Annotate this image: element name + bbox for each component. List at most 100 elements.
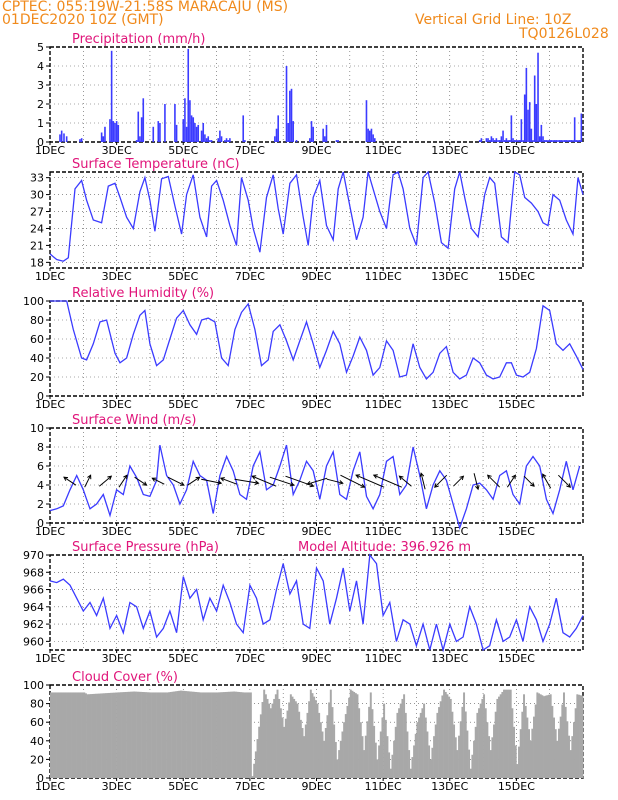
precipitation-bar <box>290 88 293 142</box>
x-tick-label: 5DEC <box>168 780 198 793</box>
precipitation-bar <box>112 121 115 142</box>
precipitation-bar <box>369 130 371 142</box>
cloud-cover-bar <box>413 745 416 778</box>
precipitation-bar <box>109 119 111 142</box>
cloud-cover-bar <box>338 750 341 778</box>
cloud-cover-bar <box>349 689 352 778</box>
y-tick-label: 4 <box>37 479 44 492</box>
cloud-cover-bar <box>429 759 432 778</box>
precipitation-bar <box>518 140 521 142</box>
cloud-cover-bar <box>439 701 442 778</box>
cloud-cover-bar <box>391 754 394 778</box>
cloud-cover-bar <box>499 694 502 778</box>
x-tick-label: 1DEC <box>35 270 65 283</box>
cloud-cover-bar <box>556 740 559 778</box>
y-tick-label: 6 <box>37 460 44 473</box>
precipitation-bar <box>542 136 544 142</box>
x-tick-label: 3DEC <box>102 144 132 157</box>
cloud-cover-bar <box>451 711 454 778</box>
cloud-cover-bar <box>169 691 172 778</box>
precipitation-bar <box>217 138 220 142</box>
cloud-cover-bar <box>56 692 59 778</box>
x-tick-label: 13DEC <box>431 525 468 538</box>
wind-arrow-head <box>459 475 465 481</box>
precipitation-bar <box>205 138 208 142</box>
cloud-cover-bar <box>174 691 177 778</box>
cloud-cover-bar <box>104 693 107 778</box>
cloud-cover-bar <box>506 689 509 778</box>
cloud-cover-bar <box>491 737 494 778</box>
wind-arrow <box>373 474 402 488</box>
humidity-line <box>50 300 584 380</box>
precipitation-bar <box>59 134 61 142</box>
x-tick-label: 3DEC <box>102 780 132 793</box>
y-tick-label: 33 <box>30 172 44 185</box>
y-tick-label: 27 <box>30 206 44 219</box>
wind-arrow-head <box>511 474 516 480</box>
panel-title: Precipitation (mm/h) <box>72 32 205 47</box>
cloud-cover-bar <box>118 692 121 778</box>
wind-arrow <box>523 475 535 487</box>
cloud-cover-bar <box>551 705 554 778</box>
cloud-cover-bar <box>196 692 199 778</box>
precipitation-bar <box>275 128 278 142</box>
cloud-cover-bar <box>436 712 439 778</box>
precipitation-bar <box>580 113 583 142</box>
cloud-cover-bar <box>393 740 396 778</box>
precipitation-bar <box>567 140 569 142</box>
cloud-cover-bar <box>226 691 229 778</box>
panel-cloud: 0 20 40 60 80 100 1DEC 3DEC 5DEC 7DEC 9DEC 11DEC 13D… <box>23 670 584 793</box>
precipitation-bar <box>60 130 63 142</box>
cloud-cover-bar <box>239 692 242 778</box>
wind-arrow-head <box>309 482 315 488</box>
precipitation-bar <box>487 138 489 142</box>
precipitation-bar <box>540 124 543 142</box>
y-tick-label: 5 <box>37 41 44 54</box>
precipitation-bar <box>184 98 186 142</box>
y-tick-label: 20 <box>30 371 44 384</box>
cloud-cover-bar <box>189 691 192 778</box>
precipitation-bar <box>573 117 576 142</box>
cloud-cover-bar <box>309 689 312 778</box>
x-tick-label: 13DEC <box>431 144 468 157</box>
wind-arrow-head <box>306 481 312 486</box>
precipitation-bar <box>548 140 551 142</box>
cloud-cover-bar <box>154 692 157 778</box>
cloud-cover-bar <box>564 706 567 778</box>
wind-arrow <box>434 474 448 488</box>
x-tick-label: 11DEC <box>365 652 402 665</box>
y-tick-label: 40 <box>30 352 44 365</box>
cloud-cover-bar <box>386 736 389 778</box>
x-tick-label: 7DEC <box>235 780 265 793</box>
precipitation-bar <box>117 124 120 142</box>
wind-arrow <box>453 475 464 487</box>
cloud-cover-bar <box>81 692 84 778</box>
wind-arrow-head <box>107 475 113 481</box>
wind-arrow <box>473 473 479 490</box>
y-tick-label: 0 <box>37 772 44 785</box>
x-tick-label: 15DEC <box>498 780 535 793</box>
x-tick-label: 9DEC <box>301 398 331 411</box>
cloud-cover-bar <box>213 692 216 778</box>
cloud-cover-bar <box>314 700 317 778</box>
precipitation-bar <box>189 100 191 142</box>
cloud-cover-bar <box>229 691 232 778</box>
precipitation-bar <box>562 140 564 142</box>
cloud-cover-bar <box>469 768 472 778</box>
precipitation-bar <box>478 140 481 142</box>
wind-arrow-head <box>195 476 201 481</box>
precipitation-bar <box>194 123 196 142</box>
precipitation-bar <box>195 126 198 142</box>
cloud-cover-bar <box>468 749 471 778</box>
precipitation-bar <box>578 140 581 142</box>
cloud-cover-bar <box>446 694 449 778</box>
cloud-cover-bar <box>234 691 237 778</box>
cloud-cover-bar <box>203 692 206 778</box>
y-tick-label: 1 <box>37 117 44 130</box>
wind-arrow <box>152 477 165 485</box>
cloud-cover-bar <box>263 689 266 778</box>
cloud-cover-bar <box>218 692 221 778</box>
cloud-cover-bar <box>458 735 461 778</box>
cloud-cover-bar <box>364 735 367 778</box>
